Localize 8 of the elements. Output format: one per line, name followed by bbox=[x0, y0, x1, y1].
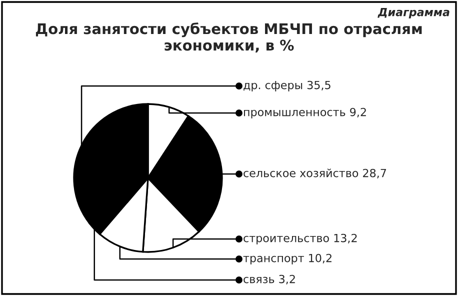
legend-label: промышленность 9,2 bbox=[244, 108, 366, 118]
text: Диаграмма bbox=[378, 8, 450, 18]
chart-title: Доля занятости субъектов МБЧП по отраслям экономики, в % bbox=[36, 22, 422, 53]
legend-label: др. сферы 35,5 bbox=[244, 80, 330, 92]
legend-label: связь 3,2 bbox=[244, 274, 295, 284]
legend-label: строительство 13,2 bbox=[244, 234, 357, 244]
legend-label: сельское хозяйство 28,7 bbox=[244, 168, 386, 178]
legend-label: транспорт 10,2 bbox=[243, 254, 332, 264]
